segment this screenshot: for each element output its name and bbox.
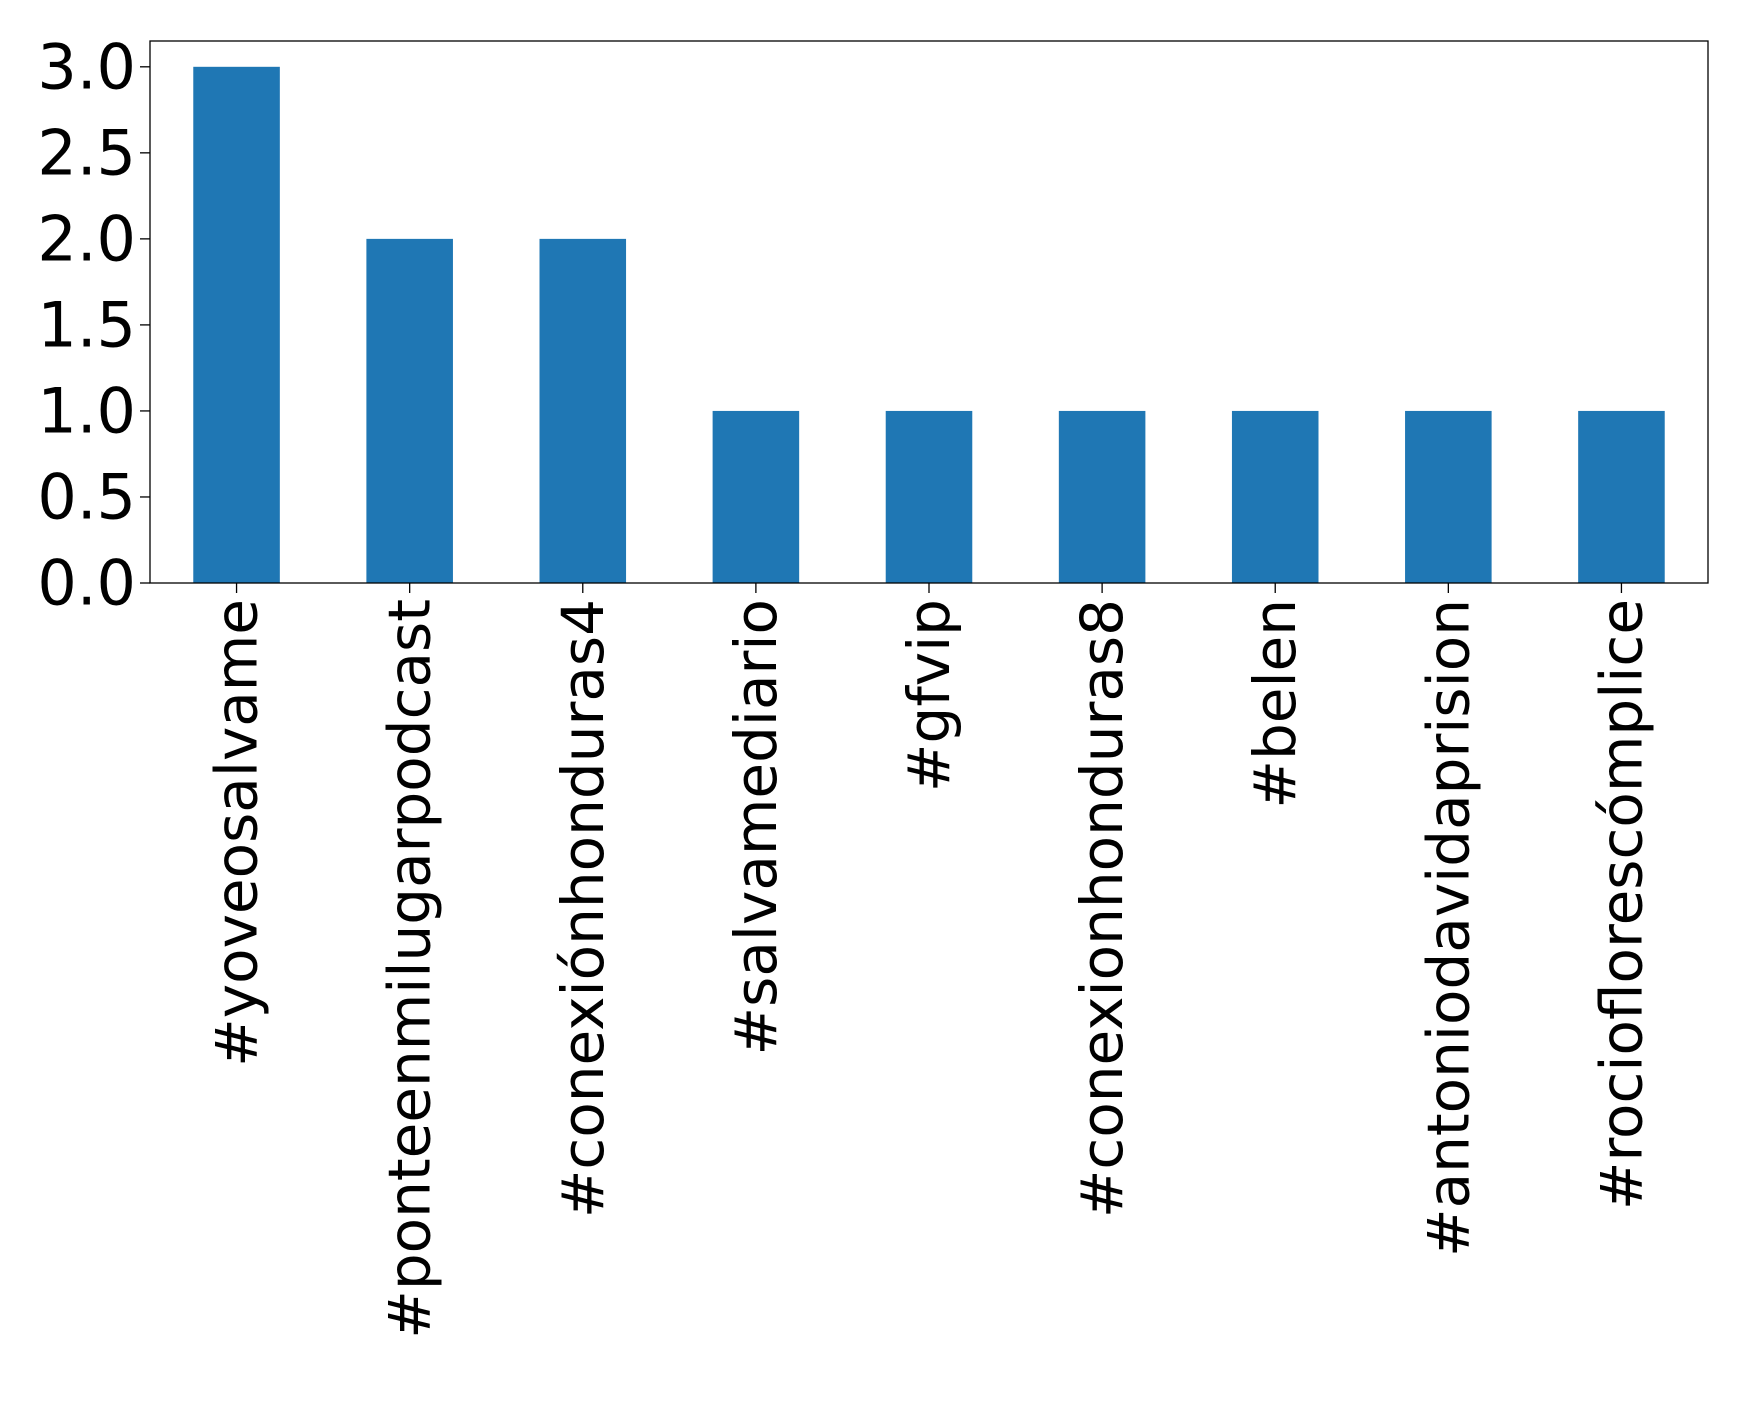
- y-tick-label-1: 0.5: [37, 460, 136, 533]
- axes-frame: [149, 40, 1709, 584]
- x-tick-label-6: #belen: [1241, 599, 1309, 809]
- x-tick-label-1: #ponteenmilugarpodcast: [376, 599, 444, 1339]
- bar-2: [539, 238, 627, 583]
- y-tick-label-4: 2.0: [37, 202, 136, 275]
- bars: [193, 66, 1665, 584]
- x-tick-label-5: #conexionhonduras8: [1068, 599, 1136, 1218]
- x-tick-label-2: #conexiónhonduras4: [549, 599, 617, 1218]
- y-tick-label-2: 1.0: [37, 374, 136, 447]
- x-tick-label-4: #gfvip: [895, 599, 963, 792]
- bar-4: [885, 410, 973, 583]
- x-tick-label-3: #salvamediario: [722, 599, 790, 1055]
- y-tick-label-3: 1.5: [37, 288, 136, 361]
- x-tick-label-0: #yoveosalvame: [203, 599, 271, 1067]
- y-tick-label-6: 3.0: [37, 30, 136, 103]
- bar-5: [1058, 410, 1146, 583]
- bar-6: [1231, 410, 1319, 583]
- bar-0: [193, 66, 280, 584]
- y-axis: 0.0 0.5 1.0 1.5 2.0 2.5 3.0: [37, 30, 150, 620]
- x-tick-label-7: #antoniodavidaprision: [1414, 599, 1482, 1257]
- y-tick-label-0: 0.0: [37, 547, 136, 620]
- x-axis: #yoveosalvame #ponteenmilugarpodcast #cone…: [203, 583, 1655, 1339]
- bar-3: [712, 410, 800, 583]
- bar-1: [366, 238, 453, 583]
- x-tick-label-8: #rocioflorescómplice: [1587, 599, 1655, 1210]
- y-tick-label-5: 2.5: [37, 116, 136, 189]
- bar-8: [1578, 410, 1665, 583]
- bar-7: [1405, 410, 1492, 583]
